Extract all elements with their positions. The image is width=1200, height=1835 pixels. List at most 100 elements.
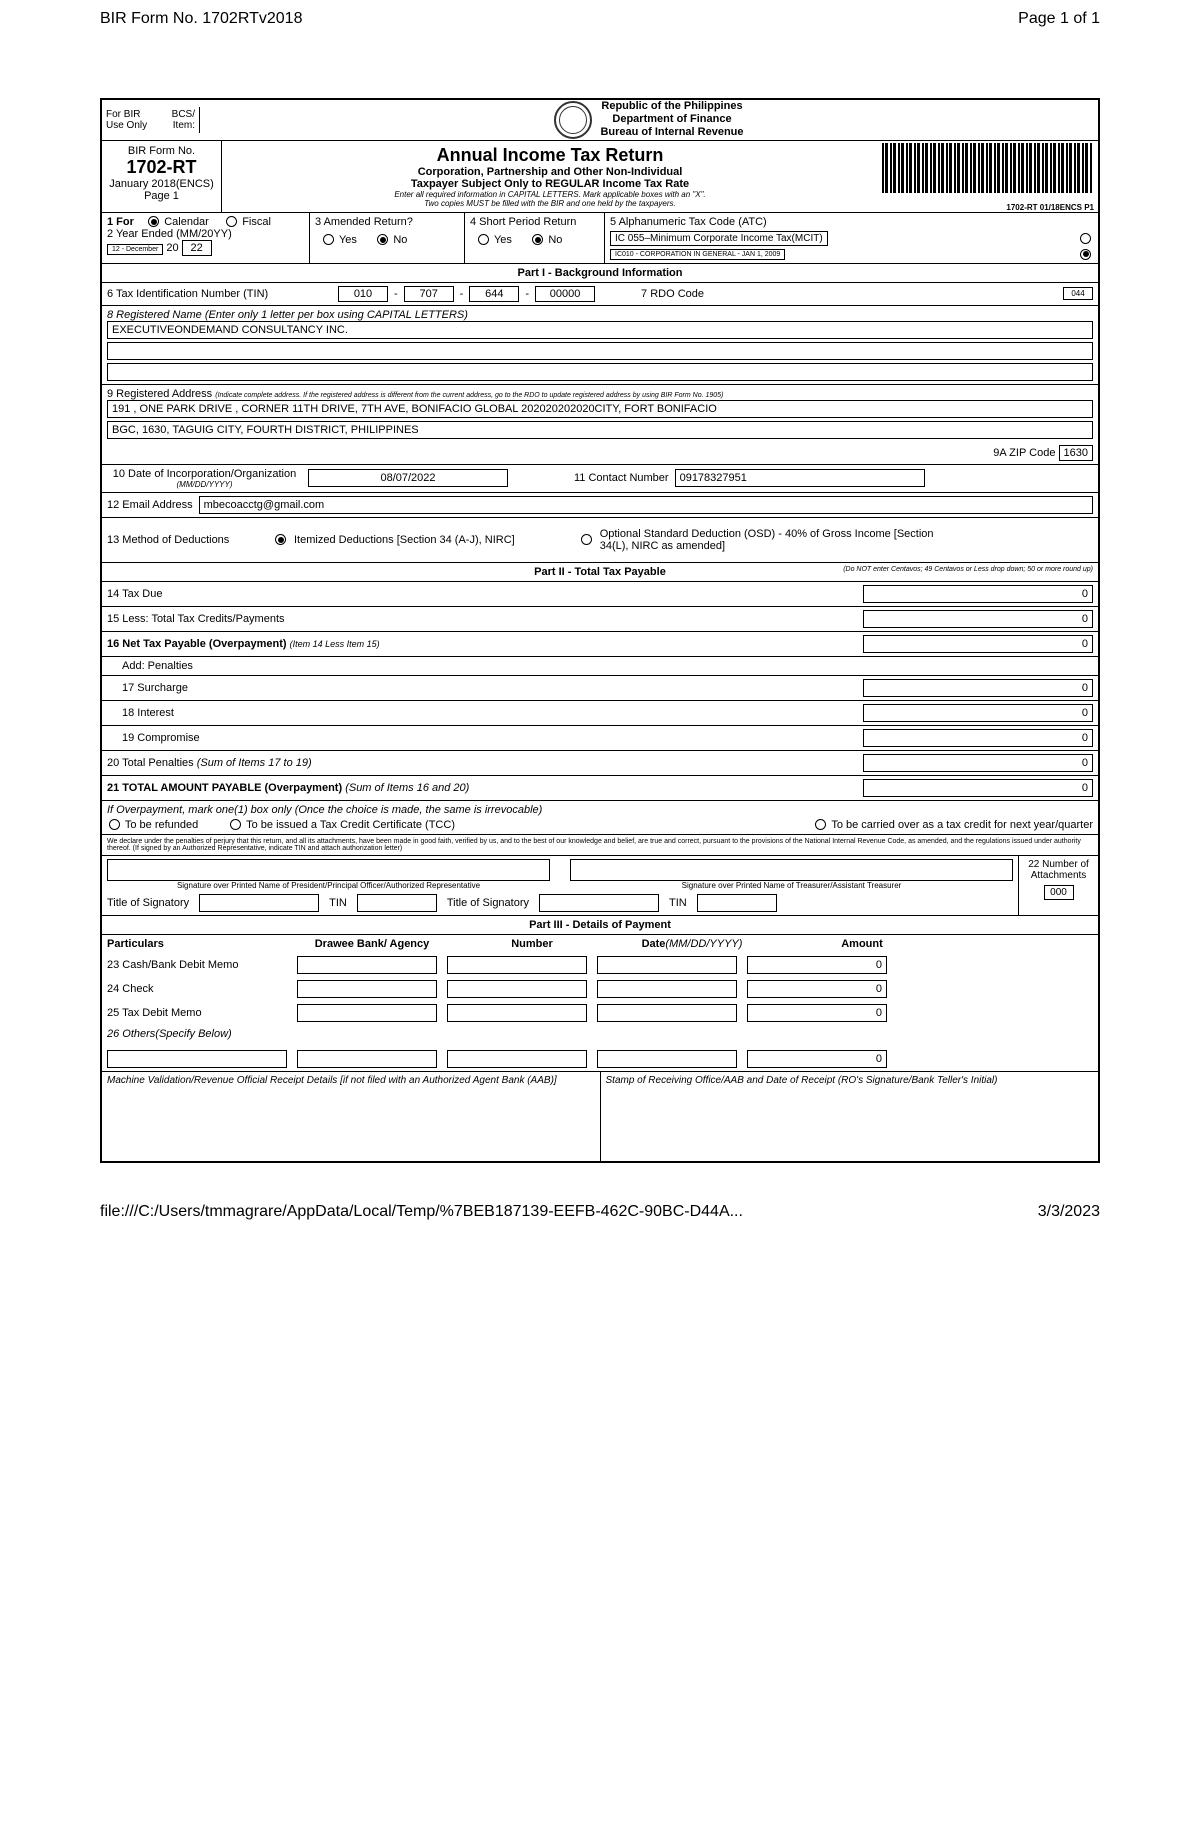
- opt-calendar: Calendar: [164, 216, 209, 228]
- part3-header: Part III - Details of Payment: [102, 916, 1098, 935]
- r24-c4[interactable]: [597, 980, 737, 998]
- radio-refund[interactable]: [109, 819, 120, 830]
- name-line3[interactable]: [107, 363, 1093, 381]
- i16-val[interactable]: 0: [863, 635, 1093, 653]
- r26-c4[interactable]: [597, 1050, 737, 1068]
- radio-atc2[interactable]: [1080, 249, 1091, 260]
- sig-left-box[interactable]: [107, 859, 550, 881]
- month-box[interactable]: 12 - December: [107, 244, 163, 255]
- radio-itemized[interactable]: [275, 534, 286, 545]
- sig-right-box[interactable]: [570, 859, 1013, 881]
- page-header: BIR Form No. 1702RTv2018 Page 1 of 1: [0, 0, 1200, 38]
- barcode-label: 1702-RT 01/18ENCS P1: [1006, 203, 1094, 212]
- r25-amt[interactable]: 0: [747, 1004, 887, 1022]
- email-val[interactable]: mbecoacctg@gmail.com: [199, 496, 1093, 514]
- addr-l1[interactable]: 191 , ONE PARK DRIVE , CORNER 11TH DRIVE…: [107, 400, 1093, 418]
- radio-tcc[interactable]: [230, 819, 241, 830]
- i19-val[interactable]: 0: [863, 729, 1093, 747]
- i16-row: 16 Net Tax Payable (Overpayment) (Item 1…: [102, 632, 1098, 657]
- sig-tin-box1[interactable]: [357, 894, 437, 912]
- radio-short-no[interactable]: [532, 234, 543, 245]
- pay-r26: 26 Others(Specify Below)0: [102, 1025, 1098, 1071]
- i21-val[interactable]: 0: [863, 779, 1093, 797]
- tin-label: 6 Tax Identification Number (TIN): [107, 288, 332, 300]
- attach-val[interactable]: 000: [1044, 885, 1074, 900]
- yy-box[interactable]: 22: [182, 240, 212, 256]
- tin-b[interactable]: 707: [404, 286, 454, 302]
- radio-short-yes[interactable]: [478, 234, 489, 245]
- for-bir-l2b: Item:: [173, 120, 195, 131]
- radio-calendar[interactable]: [148, 216, 159, 227]
- contact-label: 11 Contact Number: [574, 472, 669, 484]
- short-no: No: [548, 234, 562, 246]
- radio-amend-yes[interactable]: [323, 234, 334, 245]
- i17-val[interactable]: 0: [863, 679, 1093, 697]
- footer-right: 3/3/2023: [1038, 1203, 1100, 1221]
- radio-fiscal[interactable]: [226, 216, 237, 227]
- i18-row: 18 Interest 0: [102, 701, 1098, 726]
- i18-val[interactable]: 0: [863, 704, 1093, 722]
- rdo-val[interactable]: 044: [1063, 287, 1093, 300]
- r26-c2[interactable]: [297, 1050, 437, 1068]
- main-title: Annual Income Tax Return: [226, 145, 874, 166]
- name-section: 8 Registered Name (Enter only 1 letter p…: [102, 306, 1098, 385]
- stamp-row: Machine Validation/Revenue Official Rece…: [102, 1071, 1098, 1161]
- tin-c[interactable]: 644: [469, 286, 519, 302]
- row-1-5: 1 For Calendar Fiscal 2 Year Ended (MM/2…: [102, 213, 1098, 264]
- zip-val[interactable]: 1630: [1059, 445, 1093, 461]
- r23-c4[interactable]: [597, 956, 737, 974]
- sig-tin-l1: TIN: [329, 897, 347, 909]
- sig-title-box1[interactable]: [199, 894, 319, 912]
- radio-carry[interactable]: [815, 819, 826, 830]
- attach-box: 22 Number of Attachments 000: [1018, 856, 1098, 915]
- r26-amt[interactable]: 0: [747, 1050, 887, 1068]
- yy-prefix: 20: [166, 242, 178, 254]
- r25-c3[interactable]: [447, 1004, 587, 1022]
- sub-title: Annual Income Tax Return Corporation, Pa…: [222, 141, 878, 212]
- i21-row: 21 TOTAL AMOUNT PAYABLE (Overpayment) (S…: [102, 776, 1098, 801]
- name-line2[interactable]: [107, 342, 1093, 360]
- label-amend: 3 Amended Return?: [315, 216, 459, 228]
- tin-d[interactable]: 00000: [535, 286, 595, 302]
- pay-h1: Particulars: [107, 938, 287, 950]
- r24-amt[interactable]: 0: [747, 980, 887, 998]
- pay-h4: Date(MM/DD/YYYY): [617, 938, 767, 950]
- i15-val[interactable]: 0: [863, 610, 1093, 628]
- page-footer: file:///C:/Users/tmmagrare/AppData/Local…: [0, 1163, 1200, 1241]
- deduct-label: 13 Method of Deductions: [107, 534, 267, 546]
- label-atc: 5 Alphanumeric Tax Code (ATC): [610, 216, 1093, 228]
- r23-c2[interactable]: [297, 956, 437, 974]
- amend-no: No: [393, 234, 407, 246]
- radio-osd[interactable]: [581, 534, 592, 545]
- inc-val[interactable]: 08/07/2022: [308, 469, 508, 487]
- overpay-section: If Overpayment, mark one(1) box only (On…: [102, 801, 1098, 835]
- r26-c1[interactable]: [107, 1050, 287, 1068]
- sub-l4: Two copies MUST be filled with the BIR a…: [226, 199, 874, 208]
- tin-a[interactable]: 010: [338, 286, 388, 302]
- deduct-opt2: Optional Standard Deduction (OSD) - 40% …: [600, 528, 950, 552]
- r24-c3[interactable]: [447, 980, 587, 998]
- r26-c3[interactable]: [447, 1050, 587, 1068]
- name-val[interactable]: EXECUTIVEONDEMAND CONSULTANCY INC.: [107, 321, 1093, 339]
- sig-tin-box2[interactable]: [697, 894, 777, 912]
- i20-val[interactable]: 0: [863, 754, 1093, 772]
- r25-c4[interactable]: [597, 1004, 737, 1022]
- cell-short: 4 Short Period Return Yes No: [465, 213, 605, 263]
- radio-atc1[interactable]: [1080, 233, 1091, 244]
- sig-title-l1: Title of Signatory: [107, 897, 189, 909]
- i18-label: 18 Interest: [107, 707, 857, 719]
- i15-row: 15 Less: Total Tax Credits/Payments0: [102, 607, 1098, 632]
- addr-l2[interactable]: BGC, 1630, TAGUIG CITY, FOURTH DISTRICT,…: [107, 421, 1093, 439]
- radio-amend-no[interactable]: [377, 234, 388, 245]
- opt-fiscal: Fiscal: [242, 216, 271, 228]
- r23-c3[interactable]: [447, 956, 587, 974]
- r23-amt[interactable]: 0: [747, 956, 887, 974]
- sig-title-box2[interactable]: [539, 894, 659, 912]
- r25-c2[interactable]: [297, 1004, 437, 1022]
- i19-label: 19 Compromise: [107, 732, 857, 744]
- sig-tin-l2: TIN: [669, 897, 687, 909]
- r24-c2[interactable]: [297, 980, 437, 998]
- barcode-icon: [882, 143, 1092, 193]
- contact-val[interactable]: 09178327951: [675, 469, 925, 487]
- i14-val[interactable]: 0: [863, 585, 1093, 603]
